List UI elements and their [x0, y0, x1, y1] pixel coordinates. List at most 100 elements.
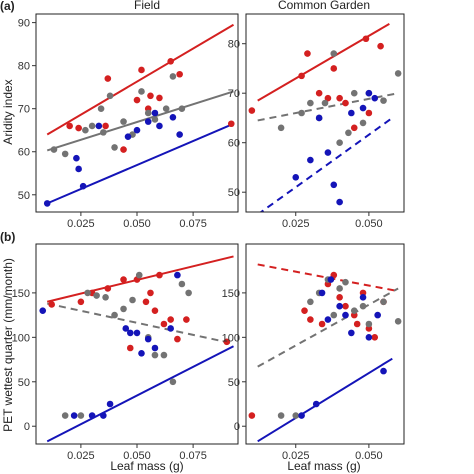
data-point-gray	[138, 88, 145, 95]
data-point-red	[336, 294, 343, 301]
data-point-red	[318, 320, 326, 328]
data-point-red	[75, 124, 82, 132]
data-point-gray	[380, 298, 387, 306]
data-point-red	[301, 307, 308, 314]
data-point-gray	[111, 311, 118, 319]
data-point-blue	[359, 294, 367, 301]
data-point-red	[304, 50, 311, 57]
data-point-red	[248, 412, 256, 419]
data-point-gray	[307, 99, 314, 107]
plot-area	[248, 263, 402, 443]
data-point-blue	[70, 412, 78, 419]
data-point-gray	[61, 150, 69, 158]
plot-area	[43, 23, 235, 207]
data-point-blue	[348, 109, 355, 117]
panel-a-field: 0.025 0.050 0.075 50 60 70 80 90	[18, 13, 239, 230]
data-point-blue	[126, 329, 134, 337]
data-point-red	[315, 89, 323, 97]
data-point-gray	[394, 318, 402, 325]
data-point-red	[138, 66, 145, 74]
fit-line-gray	[46, 90, 234, 152]
x-tick-label: 0.025	[67, 450, 95, 462]
data-point-blue	[298, 412, 305, 419]
data-point-gray	[129, 296, 136, 304]
data-point-gray	[77, 412, 85, 419]
data-point-blue	[167, 325, 174, 332]
data-point-gray	[321, 99, 329, 107]
data-point-gray	[178, 105, 186, 112]
data-point-blue	[79, 182, 87, 190]
data-point-blue	[39, 307, 47, 314]
data-point-blue	[380, 367, 387, 375]
data-point-red	[120, 146, 127, 153]
data-point-red	[104, 75, 112, 82]
y-tick-label: 100	[12, 332, 30, 344]
data-point-red	[151, 307, 159, 314]
y-tick-label: 60	[18, 147, 30, 159]
fit-line-blue	[259, 117, 393, 212]
data-point-blue	[151, 109, 159, 117]
panel-b-garden: 0.025 0.050 0 50 100 150	[222, 243, 405, 462]
x-tick-label: 0.025	[282, 218, 310, 230]
data-point-gray	[61, 412, 69, 419]
y-tick-label: 50	[18, 377, 30, 389]
data-point-gray	[277, 412, 285, 419]
data-point-gray	[93, 292, 100, 299]
data-point-blue	[307, 156, 314, 164]
y-tick-label: 150	[222, 288, 240, 300]
data-point-blue	[176, 131, 183, 138]
data-point-gray	[162, 105, 170, 112]
y-tick-label: 50	[228, 187, 240, 199]
data-point-red	[142, 298, 150, 306]
data-point-gray	[298, 109, 305, 117]
data-point-red	[167, 58, 174, 65]
y-tick-label: 50	[228, 377, 240, 389]
data-point-red	[48, 301, 56, 308]
y-tick-label: 80	[228, 39, 240, 51]
data-point-gray	[359, 119, 367, 127]
fit-line-gray	[47, 302, 234, 345]
data-point-red	[350, 124, 358, 132]
fit-line-red	[257, 23, 390, 102]
data-point-red	[324, 94, 332, 102]
data-point-blue	[324, 316, 332, 323]
data-point-blue	[327, 276, 335, 283]
fit-line-blue	[46, 345, 234, 443]
data-point-gray	[336, 139, 343, 146]
data-point-gray	[120, 305, 127, 313]
data-point-blue	[315, 114, 323, 122]
y-tick-label: 70	[228, 88, 240, 100]
fit-line-red	[46, 23, 235, 136]
data-point-blue	[100, 412, 107, 419]
data-point-blue	[374, 311, 381, 319]
data-point-blue	[151, 344, 159, 352]
data-point-blue	[365, 334, 373, 341]
data-point-blue	[330, 181, 338, 189]
data-point-gray	[106, 92, 114, 100]
data-point-gray	[394, 70, 402, 77]
data-point-blue	[133, 329, 141, 337]
x-tick-label: 0.050	[355, 450, 383, 462]
x-tick-label: 0.050	[123, 218, 151, 230]
data-point-blue	[359, 104, 367, 112]
fit-line-gray	[257, 287, 399, 368]
data-point-red	[176, 70, 183, 78]
data-point-red	[307, 316, 314, 323]
data-point-gray	[88, 122, 96, 130]
data-point-red	[223, 338, 231, 346]
panel-b-field: 0.025 0.050 0.075 0 50 100 150	[12, 243, 239, 462]
data-point-gray	[350, 89, 358, 97]
y-tick-label: 150	[12, 288, 30, 300]
data-point-blue	[365, 89, 373, 97]
data-point-red	[174, 335, 181, 343]
data-point-red	[104, 285, 112, 292]
x-tick-label: 0.050	[123, 450, 151, 462]
y-tick-label: 100	[222, 332, 240, 344]
x-tick-label: 0.075	[179, 450, 207, 462]
data-point-red	[167, 316, 174, 323]
data-point-red	[342, 99, 349, 107]
data-point-gray	[120, 118, 127, 125]
panel-frame	[245, 13, 405, 213]
panel-label-b: (b)	[0, 230, 15, 244]
data-point-gray	[307, 298, 314, 306]
